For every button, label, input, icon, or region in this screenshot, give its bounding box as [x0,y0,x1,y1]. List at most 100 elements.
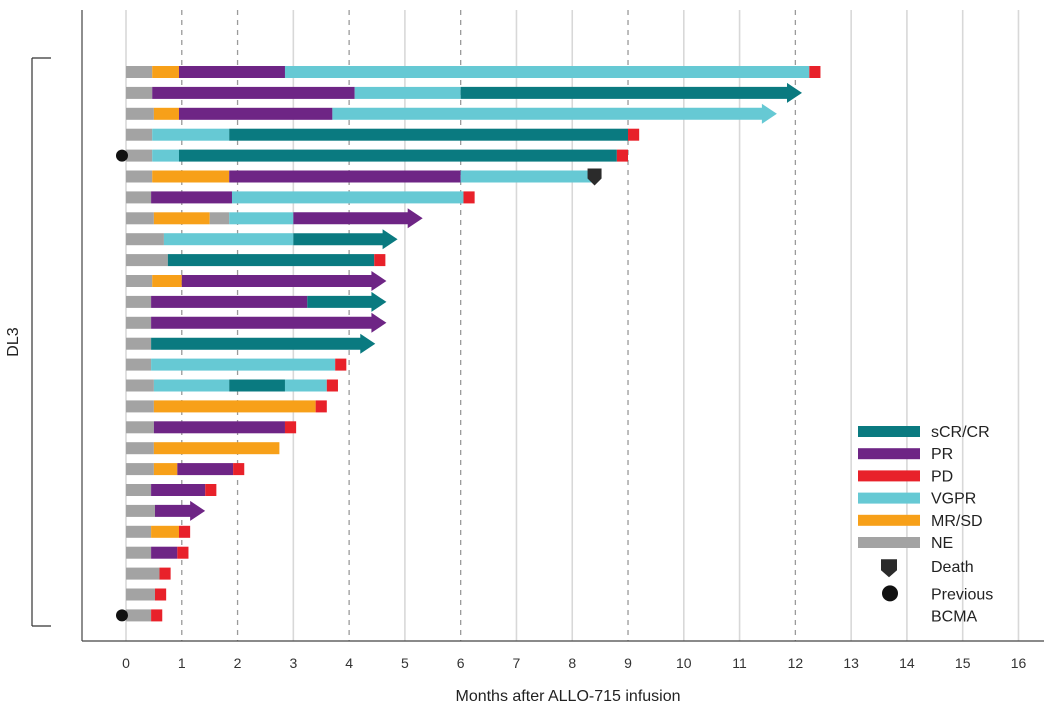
bar-segment-ne [126,400,154,413]
patient-row [126,525,191,538]
bar-segment-ne [126,463,154,476]
patient-row [116,149,629,162]
previous-bcma-marker [116,149,128,162]
patient-row [126,271,387,291]
patient-row [126,421,297,434]
patient-row [126,208,423,229]
bar-segment-pr [151,191,232,204]
bar-segment-pd [178,525,191,538]
patient-row [116,609,163,622]
patient-row [126,312,387,333]
patient-row [126,229,398,250]
bar-segment-pd [463,191,475,204]
bar-segment-mr-sd [153,107,179,120]
patient-bars [116,66,821,622]
bar-segment-mr-sd [152,170,230,183]
bar-segment-vgpr [152,128,230,141]
bar-segment-pr [178,107,333,120]
bar-segment-ne [126,149,153,162]
bar-segment-ne [126,295,152,308]
patient-row [126,484,217,496]
bar-segment-ne [126,567,160,580]
patient-row [126,500,206,521]
patient-row [126,128,640,141]
bar-segment-ne [126,337,152,350]
x-tick-label: 8 [568,655,576,671]
legend-label: BCMA [931,608,978,625]
bar-segment-pr [152,86,355,99]
bar-segment-ne [126,546,152,559]
bar-segment-ne [126,484,152,496]
x-tick-label: 0 [122,655,130,671]
x-tick-label: 12 [788,655,804,671]
bar-segment-vgpr [231,191,464,204]
bar-segment-scr-cr [229,379,285,392]
legend-label: Previous [931,586,993,603]
bar-segment-ne [126,504,156,517]
bar-segment-pd [335,358,347,371]
bar-segment-pr [151,295,308,308]
bar-segment-mr-sd [151,525,179,538]
bar-segment-ne [126,86,153,99]
x-axis-title: Months after ALLO-715 infusion [455,688,680,705]
x-tick-label: 15 [955,655,971,671]
legend-swatch-previous-bcma [882,585,898,602]
bar-segment-ne [126,66,153,78]
bar-segment-vgpr-arrow [332,103,777,124]
bar-segment-scr-cr [167,254,375,267]
legend-item-death: Death [881,559,974,578]
bar-segment-pd [374,254,386,267]
legend-item-scr-cr: sCR/CR [858,424,990,441]
x-tick-label: 14 [899,655,915,671]
bar-segment-ne [126,379,154,392]
x-tick-label: 10 [676,655,692,671]
bar-segment-ne [126,275,153,287]
bar-segment-pr-arrow [151,312,387,333]
bar-segment-mr-sd [153,463,178,476]
bar-segment-pd [326,379,338,392]
bar-segment-pd [616,149,629,162]
patient-row [126,358,347,371]
patient-row [126,168,602,186]
bar-segment-pr [151,546,178,559]
legend-item-ne: NE [858,535,953,552]
legend-swatch-death [881,559,897,578]
bar-segment-pd [628,128,640,141]
bar-segment-ne [126,525,152,538]
bar-segment-pd [809,66,821,78]
death-marker [587,168,602,186]
patient-row [126,379,338,392]
bar-segment-pr [229,170,461,183]
bar-segment-ne [126,316,152,329]
bar-segment-pd [233,463,245,476]
bar-segment-scr-cr [229,128,629,141]
x-tick-label: 3 [289,655,297,671]
bar-segment-scr-cr-arrow [307,291,387,312]
x-tick-label: 1 [178,655,186,671]
bar-segment-vgpr [151,358,336,371]
bar-segment-vgpr [354,86,461,99]
bar-segment-scr-cr [178,149,617,162]
bar-segment-mr-sd [153,400,316,413]
patient-row [126,254,386,267]
bar-segment-pr-arrow [293,208,423,229]
x-tick-label: 11 [732,655,747,671]
bar-segment-ne [126,212,154,225]
patient-row [126,333,376,354]
bar-segment-vgpr [163,233,294,246]
bar-segment-scr-cr-arrow [151,333,376,354]
legend-label: MR/SD [931,513,983,530]
bar-segment-vgpr [152,149,179,162]
x-tick-label: 4 [345,655,353,671]
bar-segment-ne [126,588,156,601]
patient-row [126,103,777,124]
legend-swatch [858,537,920,548]
bar-segment-pd [315,400,327,413]
legend-label: Death [931,559,974,576]
legend-label: PR [931,446,953,463]
patient-row [126,463,245,476]
patient-row [126,567,171,580]
patient-row [126,546,189,559]
bar-segment-ne [209,212,230,225]
